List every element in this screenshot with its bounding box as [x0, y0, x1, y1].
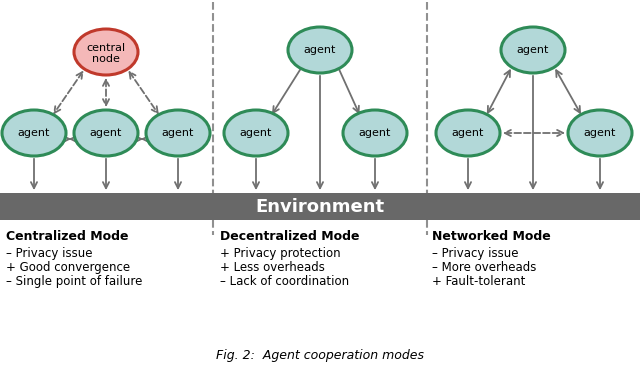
Ellipse shape: [288, 27, 352, 73]
Text: Centralized Mode: Centralized Mode: [6, 230, 129, 243]
Text: + Good convergence: + Good convergence: [6, 261, 130, 274]
Ellipse shape: [74, 110, 138, 156]
Text: Networked Mode: Networked Mode: [432, 230, 551, 243]
Text: – Privacy issue: – Privacy issue: [432, 247, 518, 260]
Text: agent: agent: [240, 128, 272, 138]
Text: agent: agent: [359, 128, 391, 138]
Text: agent: agent: [452, 128, 484, 138]
Text: Fig. 2:  Agent cooperation modes: Fig. 2: Agent cooperation modes: [216, 349, 424, 362]
Text: agent: agent: [517, 45, 549, 55]
Ellipse shape: [501, 27, 565, 73]
Text: Decentralized Mode: Decentralized Mode: [220, 230, 360, 243]
Ellipse shape: [568, 110, 632, 156]
Ellipse shape: [2, 110, 66, 156]
FancyBboxPatch shape: [0, 193, 640, 220]
Text: agent: agent: [90, 128, 122, 138]
Text: central: central: [86, 43, 125, 53]
Text: agent: agent: [162, 128, 194, 138]
Ellipse shape: [224, 110, 288, 156]
Text: agent: agent: [18, 128, 50, 138]
Ellipse shape: [146, 110, 210, 156]
Text: – More overheads: – More overheads: [432, 261, 536, 274]
Text: agent: agent: [304, 45, 336, 55]
Ellipse shape: [343, 110, 407, 156]
Ellipse shape: [74, 29, 138, 75]
Text: + Privacy protection: + Privacy protection: [220, 247, 340, 260]
Text: – Lack of coordination: – Lack of coordination: [220, 275, 349, 288]
Text: – Privacy issue: – Privacy issue: [6, 247, 93, 260]
Text: – Single point of failure: – Single point of failure: [6, 275, 142, 288]
Text: + Fault-tolerant: + Fault-tolerant: [432, 275, 525, 288]
Text: Environment: Environment: [255, 197, 385, 216]
Text: agent: agent: [584, 128, 616, 138]
Text: node: node: [92, 54, 120, 64]
Text: + Less overheads: + Less overheads: [220, 261, 325, 274]
Ellipse shape: [436, 110, 500, 156]
